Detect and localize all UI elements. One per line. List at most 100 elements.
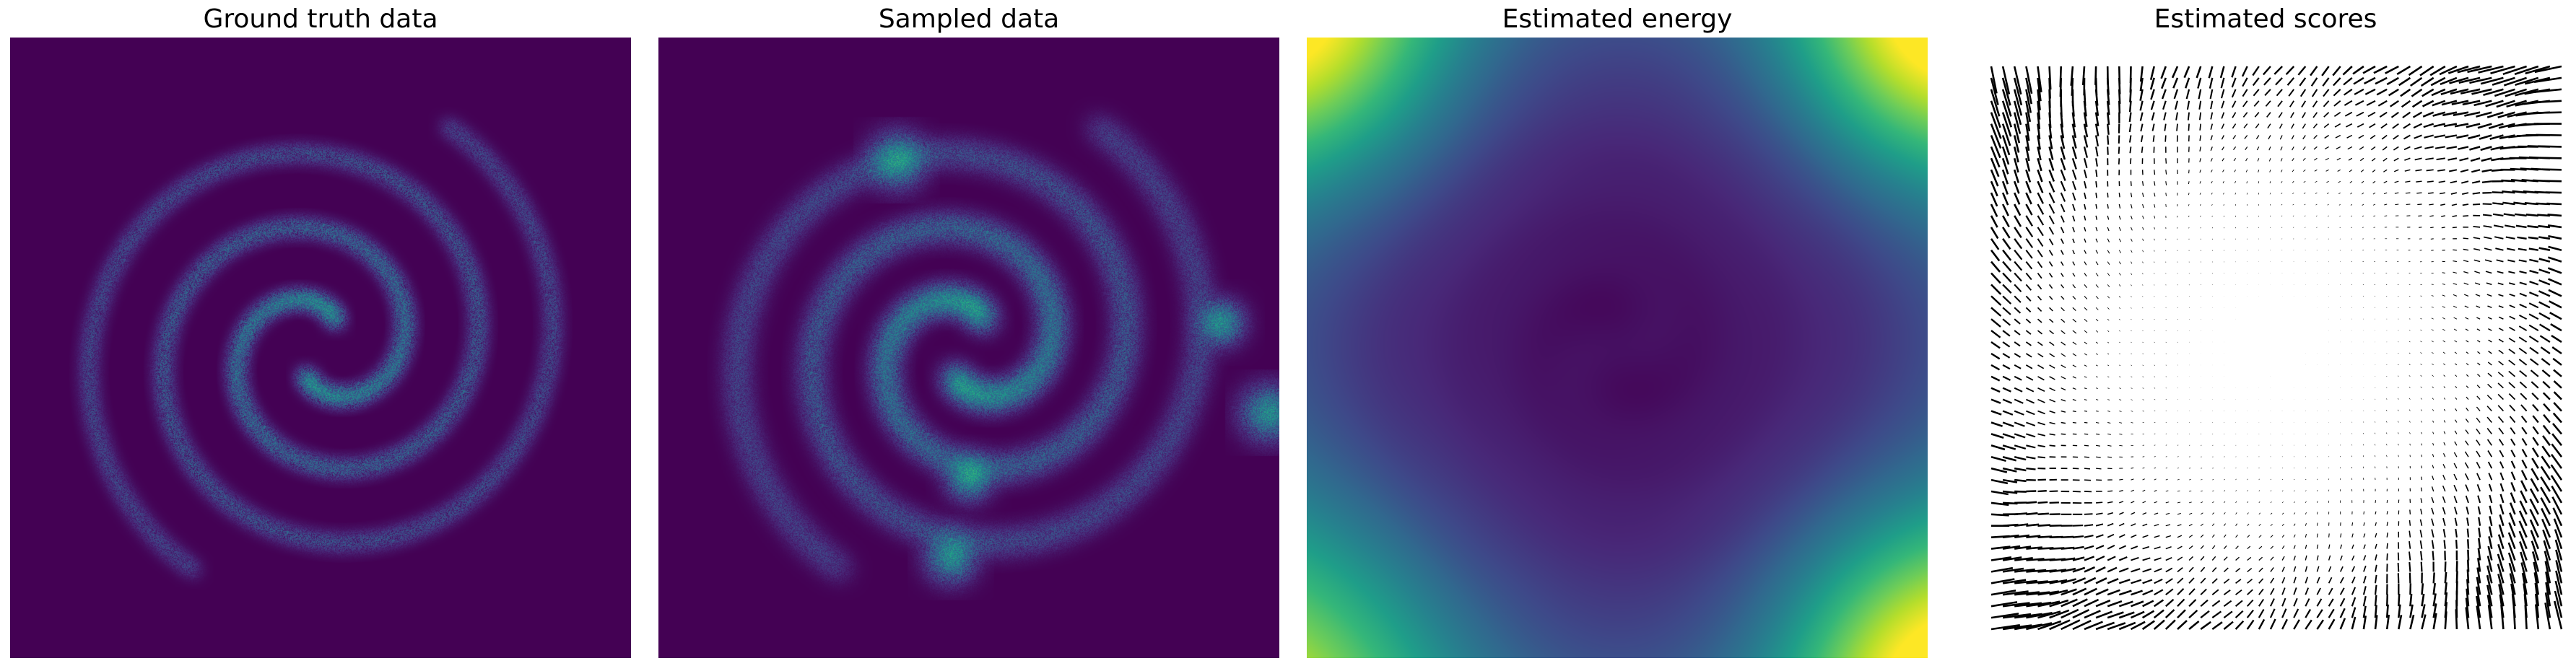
score-arrow xyxy=(2445,134,2458,139)
score-arrow xyxy=(2505,236,2515,240)
score-arrow xyxy=(2293,619,2300,630)
score-arrow xyxy=(2321,66,2330,76)
score-arrow xyxy=(2025,375,2034,381)
chart-title: Ground truth data xyxy=(203,4,438,34)
score-arrow xyxy=(2164,123,2167,131)
score-arrow xyxy=(2316,609,2323,618)
score-arrow xyxy=(2025,157,2031,172)
score-arrow xyxy=(2095,534,2104,538)
score-arrow xyxy=(1990,192,1998,207)
score-arrow xyxy=(2421,431,2422,434)
score-arrow xyxy=(2338,192,2341,195)
score-arrow xyxy=(2431,529,2434,538)
score-arrow xyxy=(2431,507,2434,515)
score-arrow xyxy=(2372,203,2376,206)
score-arrow xyxy=(2177,478,2180,481)
score-arrow xyxy=(2449,76,2469,84)
score-arrow xyxy=(2037,353,2044,358)
score-arrow xyxy=(2293,501,2295,504)
score-arrow xyxy=(2096,444,2100,447)
score-arrow xyxy=(2131,238,2133,242)
score-arrow xyxy=(2442,340,2446,343)
score-arrow xyxy=(2386,499,2388,503)
score-arrow xyxy=(2160,77,2167,89)
score-arrow xyxy=(2210,100,2214,110)
score-arrow xyxy=(2083,146,2089,158)
score-arrow xyxy=(1990,590,2016,596)
score-arrow xyxy=(2351,616,2357,630)
score-arrow xyxy=(2002,295,2012,304)
score-arrow xyxy=(2106,112,2110,126)
score-arrow xyxy=(2220,77,2225,89)
score-arrow xyxy=(2037,284,2042,290)
score-arrow xyxy=(2403,146,2411,151)
score-arrow xyxy=(2211,192,2213,195)
score-arrow xyxy=(2362,203,2364,206)
score-arrow xyxy=(2505,224,2515,228)
score-arrow xyxy=(2483,88,2504,96)
score-arrow xyxy=(2142,215,2144,219)
score-arrow xyxy=(2107,273,2110,276)
score-arrow xyxy=(2293,227,2294,228)
estimated-scores-quiver xyxy=(1990,65,2563,631)
score-arrow xyxy=(2026,569,2047,573)
score-arrow xyxy=(2025,387,2035,393)
score-arrow xyxy=(2072,577,2087,584)
score-arrow xyxy=(2515,224,2527,229)
score-arrow xyxy=(2269,192,2271,195)
score-arrow xyxy=(2279,135,2283,140)
score-arrow xyxy=(2072,491,2081,493)
score-arrow xyxy=(2165,444,2167,446)
score-arrow xyxy=(2476,373,2481,377)
score-arrow xyxy=(2013,169,2020,183)
score-arrow xyxy=(2025,341,2032,346)
score-arrow xyxy=(2503,213,2515,217)
score-arrow xyxy=(1990,341,2001,349)
score-arrow xyxy=(2499,472,2505,481)
score-arrow xyxy=(2273,66,2283,75)
score-arrow xyxy=(2414,157,2422,161)
score-arrow xyxy=(2281,597,2286,607)
score-arrow xyxy=(2188,203,2190,206)
score-arrow xyxy=(2429,203,2434,206)
score-arrow xyxy=(2525,65,2551,75)
score-arrow xyxy=(2482,214,2492,216)
score-arrow xyxy=(2465,317,2469,320)
score-arrow xyxy=(2131,284,2132,286)
score-arrow xyxy=(2084,577,2097,584)
score-arrow xyxy=(2481,169,2492,172)
score-arrow xyxy=(2142,250,2144,253)
score-arrow xyxy=(2037,180,2044,193)
score-arrow xyxy=(2305,598,2310,607)
score-arrow xyxy=(2431,496,2434,504)
score-arrow xyxy=(2049,410,2055,414)
score-arrow xyxy=(2188,193,2190,196)
score-arrow xyxy=(2444,611,2447,630)
score-arrow xyxy=(2153,609,2164,619)
score-arrow xyxy=(2177,620,2188,630)
score-arrow xyxy=(2442,463,2446,469)
score-arrow xyxy=(2475,294,2481,297)
score-arrow xyxy=(2142,545,2150,550)
score-arrow xyxy=(2465,484,2469,492)
score-arrow xyxy=(2454,123,2469,128)
score-arrow xyxy=(2409,409,2411,411)
score-arrow xyxy=(2084,556,2095,561)
score-arrow xyxy=(2037,620,2062,631)
score-arrow xyxy=(2072,421,2076,424)
score-arrow xyxy=(2072,261,2076,266)
score-arrow xyxy=(2351,522,2354,526)
score-arrow xyxy=(2531,551,2540,572)
score-arrow xyxy=(2060,215,2065,223)
score-arrow xyxy=(2466,123,2481,128)
score-arrow xyxy=(2443,374,2446,377)
score-arrow xyxy=(2241,66,2248,77)
score-arrow xyxy=(2409,604,2414,618)
score-arrow xyxy=(2497,271,2504,274)
score-arrow xyxy=(2107,589,2120,596)
score-arrow xyxy=(2131,512,2136,515)
score-arrow xyxy=(2107,193,2109,198)
score-arrow xyxy=(2324,146,2329,150)
score-arrow xyxy=(2131,478,2134,481)
score-arrow xyxy=(2339,227,2341,229)
